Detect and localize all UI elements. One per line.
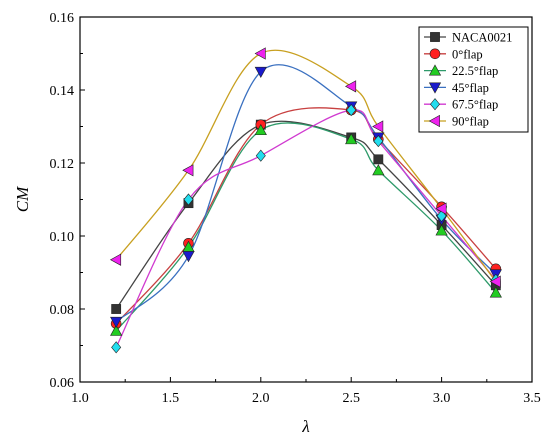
legend: NACA0021 0°flap 22.5°flap 45°flap 67.5°flap 9…: [418, 26, 529, 133]
data-point-5-2: [254, 47, 266, 60]
data-point-2-2: [254, 123, 267, 136]
data-point-5-4: [372, 120, 384, 133]
y-axis-title: CM: [13, 186, 32, 212]
x-axis-ticks: 1.0 1.5 2.0 2.5 3.0 3.5: [71, 377, 541, 406]
data-point-5-1: [182, 164, 194, 177]
data-point-4-1: [183, 193, 194, 206]
legend-box: [418, 26, 529, 133]
x-tick-label-2: 2.0: [252, 391, 270, 406]
y-tick-label-2: 0.10: [50, 230, 75, 245]
data-point-5-5: [435, 202, 447, 215]
data-point-3-0: [110, 316, 123, 328]
legend-label-1: 0°flap: [452, 47, 483, 61]
data-point-0-0: [111, 304, 122, 314]
data-point-0-4: [373, 154, 384, 165]
legend-marker-1: [429, 48, 441, 60]
data-point-2-4: [372, 164, 385, 176]
data-point-4-2: [255, 149, 266, 162]
data-point-4-0: [111, 341, 122, 354]
data-point-4-5: [436, 209, 447, 222]
y-tick-label-0: 0.06: [50, 376, 75, 391]
data-point-2-0: [110, 324, 123, 336]
legend-marker-4: [430, 98, 440, 111]
data-markers: [109, 47, 502, 354]
legend-marker-2: [428, 64, 442, 76]
x-tick-label-3: 2.5: [342, 391, 360, 406]
data-point-3-1: [182, 251, 195, 263]
y-tick-label-4: 0.14: [50, 84, 75, 99]
legend-marker-0: [430, 32, 440, 42]
x-tick-label-1: 1.5: [162, 391, 180, 406]
data-point-2-5: [435, 224, 448, 236]
y-tick-label-3: 0.12: [50, 157, 75, 172]
data-point-4-4: [373, 135, 384, 148]
legend-marker-3: [428, 82, 442, 94]
data-point-5-3: [344, 80, 357, 93]
data-point-2-6: [489, 286, 502, 298]
legend-label-5: 90°flap: [452, 115, 489, 129]
data-point-2-3: [345, 133, 358, 145]
data-point-5-0: [109, 253, 122, 266]
x-tick-label-5: 3.5: [523, 391, 541, 406]
data-point-3-2: [254, 66, 267, 78]
y-axis-ticks: 0.06 0.08 0.10 0.12 0.14 0.16: [50, 11, 85, 391]
x-tick-label-0: 1.0: [71, 391, 89, 406]
x-axis-title: λ: [301, 417, 309, 436]
legend-label-0: NACA0021: [452, 31, 512, 45]
x-tick-label-4: 3.0: [433, 391, 451, 406]
legend-label-3: 45°flap: [452, 81, 489, 95]
y-tick-label-5: 0.16: [50, 11, 75, 26]
y-tick-label-1: 0.08: [50, 303, 75, 318]
data-point-4-3: [346, 104, 357, 117]
legend-marker-5: [428, 114, 440, 128]
data-point-5-6: [489, 275, 501, 288]
legend-label-4: 67.5°flap: [452, 98, 498, 112]
legend-label-2: 22.5°flap: [452, 64, 498, 78]
